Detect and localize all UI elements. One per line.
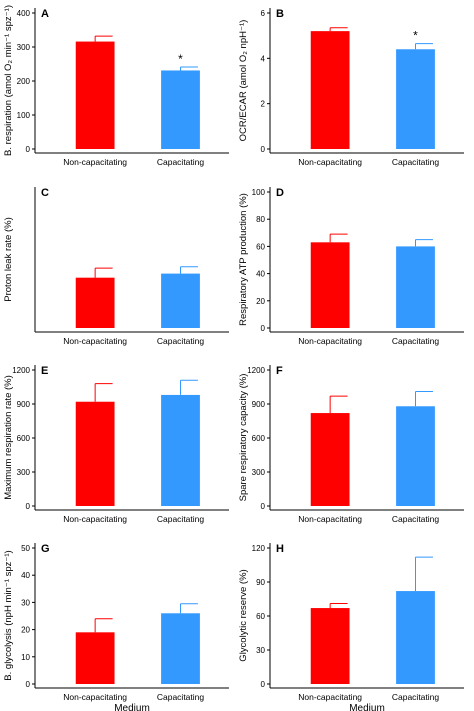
y-tick-label: 0: [26, 502, 31, 511]
y-tick-label: 900: [17, 400, 31, 409]
y-tick-label: 2: [261, 100, 266, 109]
y-axis-title: B. respiration (amol O₂ min⁻¹ spz⁻¹): [3, 5, 14, 156]
bar: [396, 246, 435, 328]
x-tick-label: Capacitating: [157, 514, 205, 524]
panel-h: 0 30 60 90 120 Non-capacitating Capacitating H G…: [238, 543, 464, 711]
y-tick-label: 50: [21, 544, 30, 553]
y-tick-label: 120: [252, 544, 266, 553]
significance-marker: *: [413, 29, 418, 43]
significance-marker: *: [178, 52, 183, 66]
y-tick-label: 300: [17, 468, 31, 477]
panel-c: Non-capacitating Capacitating C Proton leak…: [3, 187, 229, 346]
x-tick-label: Capacitating: [392, 157, 440, 167]
x-axis-title: Medium: [349, 703, 385, 711]
y-tick-label: 4: [261, 54, 266, 63]
y-tick-label: 400: [17, 9, 31, 18]
y-axis-title: Spare respiratory capacity (%): [238, 374, 249, 502]
y-axis-title: B. glycolysis (npH min⁻¹ spz⁻¹): [3, 550, 14, 680]
panel-letter: A: [41, 8, 49, 20]
x-tick-label: Non-capacitating: [63, 692, 127, 702]
panel-f: 0 300 600 900 1200 Non-capacitating Capacitati…: [238, 365, 464, 524]
x-tick-label: Capacitating: [157, 692, 205, 702]
panel-b: 0 2 4 6 Non-capacitating * Capacitating B OCR/EC…: [238, 8, 464, 167]
y-tick-label: 60: [256, 612, 265, 621]
y-tick-label: 60: [256, 242, 265, 251]
y-tick-label: 100: [17, 111, 31, 120]
y-tick-label: 300: [17, 43, 31, 52]
y-tick-label: 40: [21, 571, 30, 580]
y-tick-label: 600: [17, 434, 31, 443]
y-axis-title: Proton leak rate (%): [3, 217, 14, 301]
bar: [310, 31, 350, 150]
y-tick-label: 10: [21, 653, 30, 662]
bar: [161, 273, 200, 328]
y-tick-label: 0: [26, 145, 31, 154]
x-tick-label: Non-capacitating: [298, 514, 362, 524]
y-tick-label: 20: [21, 626, 30, 635]
bar: [75, 632, 115, 684]
y-axis-title: Glycolytic reserve (%): [238, 569, 249, 661]
bar: [396, 591, 435, 684]
bar: [310, 608, 350, 684]
y-tick-label: 1200: [12, 366, 30, 375]
y-axis-title: Maximum respiration rate (%): [3, 375, 14, 500]
panel-g: 0 10 20 30 40 50 Non-capacitating Capacitating G…: [3, 543, 229, 711]
bar: [396, 406, 435, 506]
y-tick-label: 40: [256, 270, 265, 279]
x-tick-label: Capacitating: [157, 336, 205, 346]
y-tick-label: 6: [261, 9, 266, 18]
bar: [75, 41, 115, 150]
x-tick-label: Non-capacitating: [298, 692, 362, 702]
y-tick-label: 0: [261, 680, 266, 689]
panel-letter: H: [276, 543, 284, 555]
y-tick-label: 200: [17, 77, 31, 86]
panel-e: 0 300 600 900 1200 Non-capacitating Capacitati…: [3, 365, 229, 524]
bar: [161, 394, 200, 506]
x-tick-label: Capacitating: [157, 157, 205, 167]
y-tick-label: 600: [252, 434, 266, 443]
y-tick-label: 30: [21, 598, 30, 607]
panel-a: 0 100 200 300 400 Non-capacitating * Capacitati…: [3, 5, 229, 167]
y-tick-label: 1200: [247, 366, 265, 375]
y-axis-title: OCR/ECAR (amol O₂ npH⁻¹): [238, 20, 249, 142]
x-tick-label: Non-capacitating: [63, 514, 127, 524]
bar: [75, 401, 115, 506]
panel-letter: D: [276, 187, 284, 199]
x-tick-label: Non-capacitating: [298, 336, 362, 346]
x-tick-label: Capacitating: [392, 692, 440, 702]
bar: [396, 49, 435, 150]
y-tick-label: 900: [252, 400, 266, 409]
x-tick-label: Capacitating: [392, 514, 440, 524]
y-tick-label: 300: [252, 468, 266, 477]
y-tick-label: 100: [252, 188, 266, 197]
panel-letter: F: [276, 365, 283, 377]
bar: [161, 70, 200, 149]
y-tick-label: 30: [256, 646, 265, 655]
y-tick-label: 0: [261, 324, 266, 333]
y-tick-label: 90: [256, 578, 265, 587]
y-tick-label: 0: [261, 502, 266, 511]
x-tick-label: Capacitating: [392, 336, 440, 346]
bar: [75, 277, 115, 328]
panel-letter: C: [41, 187, 49, 199]
x-tick-label: Non-capacitating: [298, 157, 362, 167]
panel-letter: E: [41, 365, 48, 377]
bar: [161, 613, 200, 684]
y-tick-label: 80: [256, 215, 265, 224]
y-tick-label: 0: [26, 680, 31, 689]
bar: [310, 242, 350, 328]
panel-d: 0 20 40 60 80 100 Non-capacitating Capacitating…: [238, 187, 464, 346]
y-tick-label: 20: [256, 297, 265, 306]
panel-letter: B: [276, 8, 284, 20]
y-tick-label: 0: [261, 145, 266, 154]
x-tick-label: Non-capacitating: [63, 157, 127, 167]
x-axis-title: Medium: [114, 703, 150, 711]
x-tick-label: Non-capacitating: [63, 336, 127, 346]
panel-letter: G: [41, 543, 50, 555]
bar: [310, 413, 350, 506]
y-axis-title: Respiratory ATP production (%): [238, 193, 249, 326]
